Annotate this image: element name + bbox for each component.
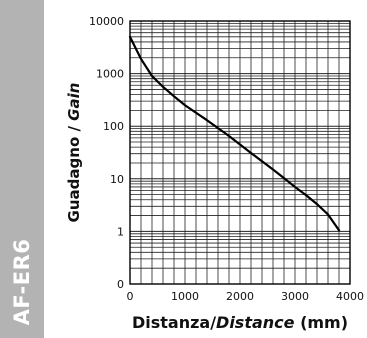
series-line <box>128 35 341 232</box>
y-tick-label: 1000 <box>96 68 124 81</box>
x-tick-label: 3000 <box>281 290 309 303</box>
x-axis-ticks: 0 1000 2000 3000 4000 <box>127 290 365 303</box>
y-axis-title: Guadagno / Gain <box>65 83 83 223</box>
x-axis-title: Distanza/Distance (mm) <box>132 313 348 332</box>
product-code: AF-ER6 <box>10 238 34 326</box>
y-tick-label: 10 <box>110 173 124 186</box>
gain-distance-chart: 0 1000 2000 3000 4000 0 1 10 100 1000 10000 Dista… <box>65 15 365 332</box>
y-tick-label: 1 <box>117 225 124 238</box>
grid <box>129 21 351 285</box>
x-tick-label: 2000 <box>226 290 254 303</box>
series-layer <box>128 35 341 232</box>
plot-border <box>129 20 351 285</box>
y-axis-ticks: 0 1 10 100 1000 10000 <box>89 15 124 291</box>
plot-frame <box>129 20 351 285</box>
y-tick-label: 0 <box>117 278 124 291</box>
y-tick-label: 10000 <box>89 15 124 28</box>
x-tick-label: 1000 <box>171 290 199 303</box>
x-tick-label: 4000 <box>336 290 364 303</box>
sidebar-band: AF-ER6 <box>0 0 44 338</box>
y-tick-label: 100 <box>103 120 124 133</box>
x-tick-label: 0 <box>127 290 134 303</box>
